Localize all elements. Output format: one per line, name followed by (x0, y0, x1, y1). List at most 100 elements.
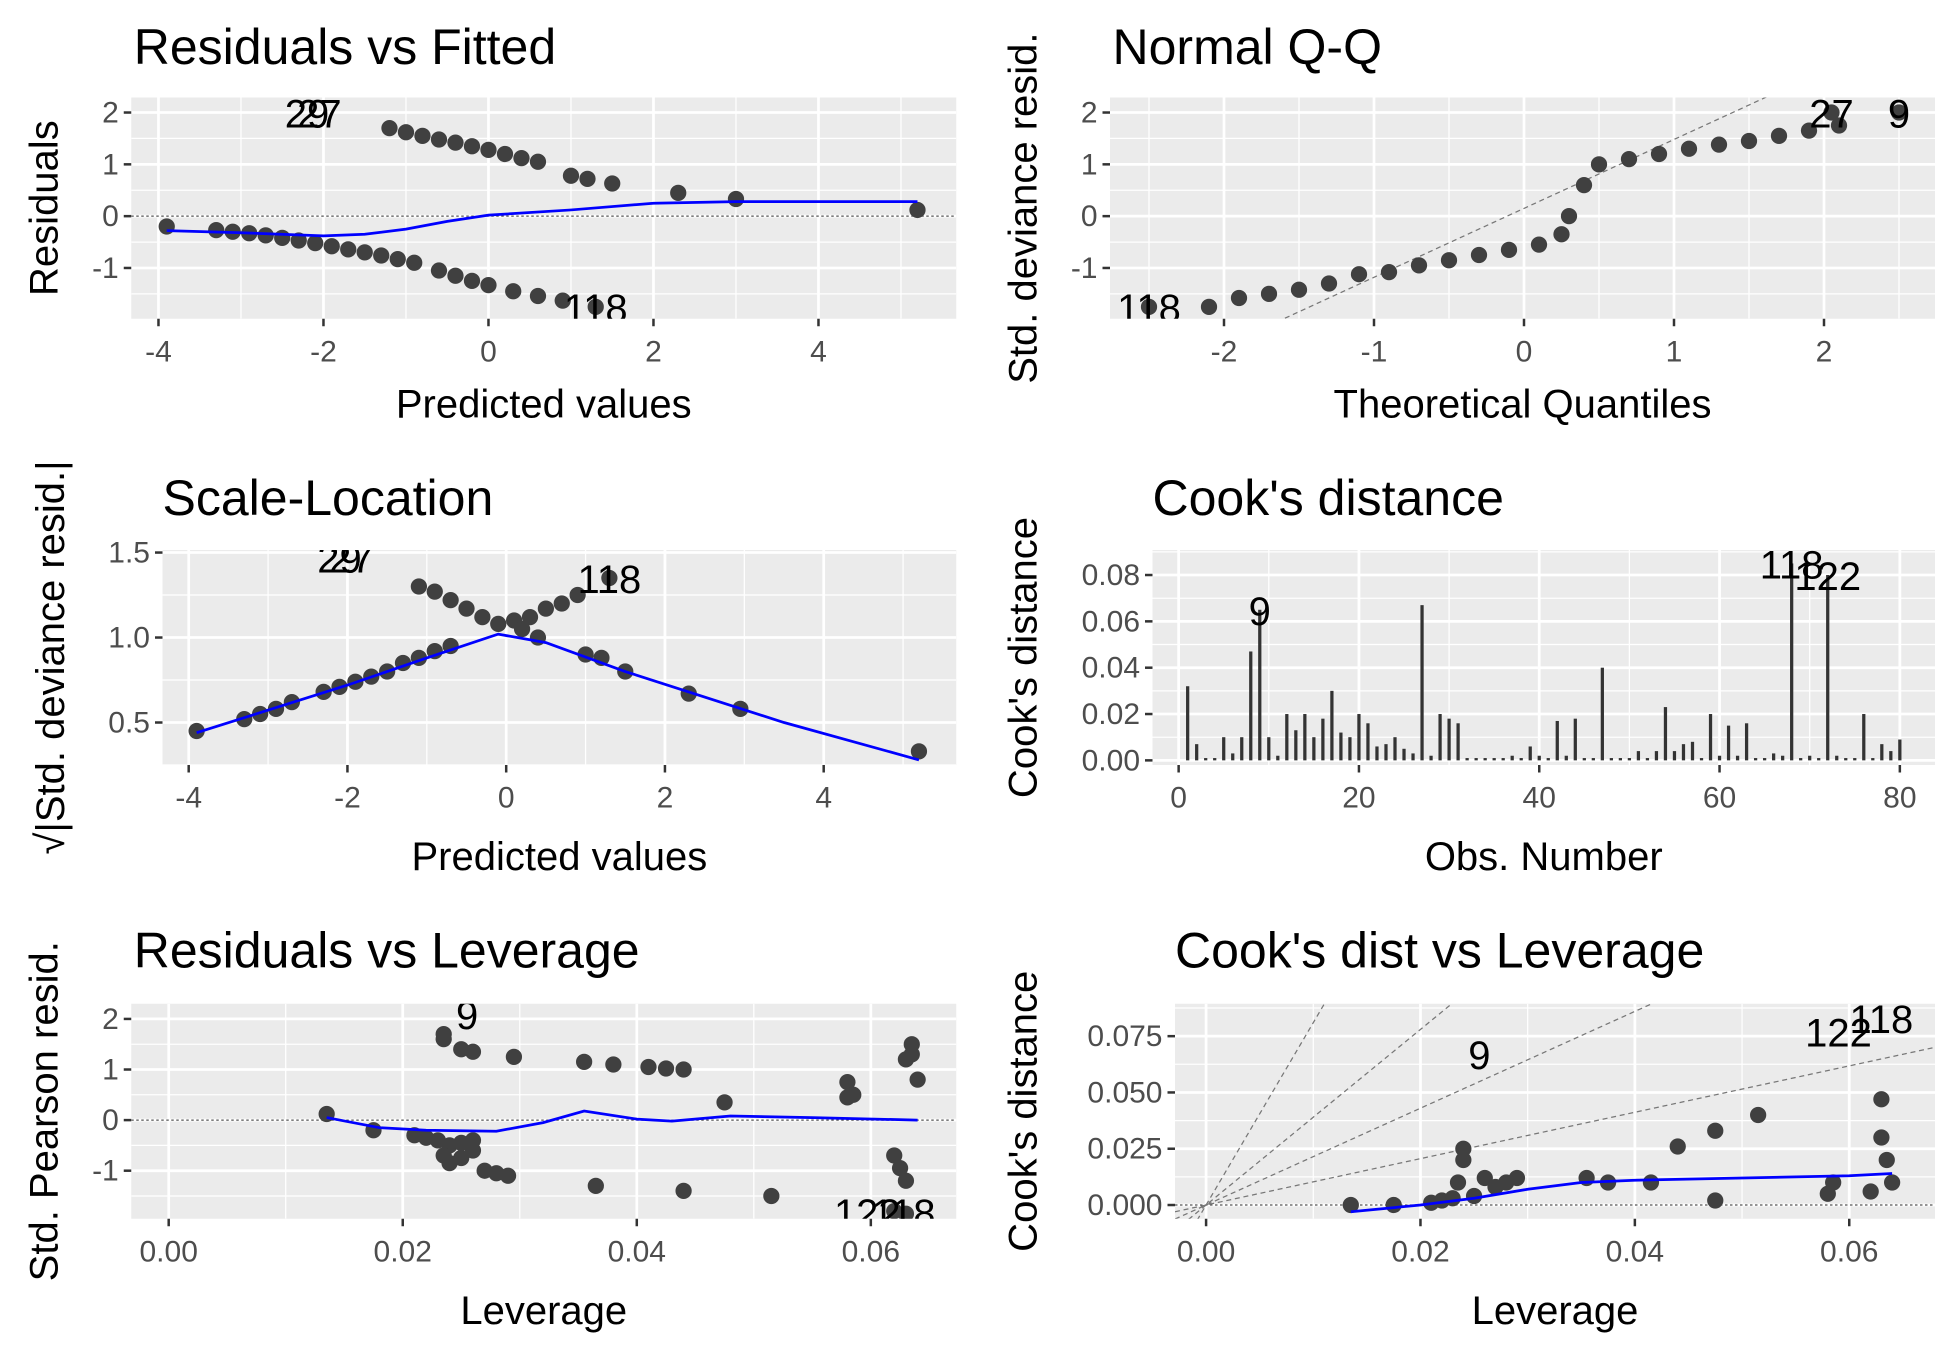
point (1830, 117, 1848, 134)
bar (1321, 718, 1325, 761)
bar (1609, 758, 1613, 761)
x-axis-title: Leverage (460, 1289, 627, 1333)
y-axis-title: Residuals (23, 120, 67, 296)
point (1740, 132, 1758, 150)
point (1350, 266, 1368, 283)
plot-area: 118 27 9 (1110, 97, 1935, 319)
y-tick-label: 2 (102, 97, 119, 130)
y-tick-label: -1 (92, 1155, 119, 1188)
plot-background (131, 1003, 957, 1219)
bar (1573, 718, 1577, 761)
point-label: 118 (564, 287, 628, 331)
y-tick-label: 0.075 (1087, 1020, 1162, 1053)
point-label: 118 (1760, 543, 1824, 587)
bar (1826, 575, 1830, 761)
bar (1519, 758, 1523, 761)
bar (1195, 744, 1199, 761)
point (158, 218, 175, 235)
bar (1330, 690, 1334, 761)
point-label: 122 (834, 1192, 901, 1236)
point (458, 600, 475, 617)
point (1873, 1129, 1890, 1146)
point (554, 292, 571, 309)
bar (1591, 758, 1595, 761)
smooth-line (166, 200, 918, 238)
point-label: 9 (1468, 1034, 1490, 1078)
y-tick-label: -1 (92, 252, 119, 285)
point (1560, 208, 1578, 225)
bar (1456, 723, 1460, 761)
bar (1312, 737, 1316, 761)
bar (1348, 737, 1352, 761)
point (1449, 1174, 1467, 1191)
chart-title: Scale-Location (163, 470, 494, 526)
bar (1213, 758, 1217, 761)
y-tick-label: 0.00 (1082, 744, 1140, 777)
x-axis-title: Predicted values (412, 835, 708, 879)
point (414, 127, 431, 144)
contour-line (1175, 1046, 1935, 1213)
point (1642, 1174, 1660, 1191)
point (435, 1031, 452, 1048)
point (1873, 1091, 1890, 1108)
point (1890, 104, 1908, 121)
bar (1240, 737, 1244, 761)
point-label: 122 (1805, 1012, 1872, 1056)
point (1230, 289, 1248, 307)
point (274, 229, 291, 247)
bar (1258, 609, 1262, 761)
bar (1889, 751, 1893, 761)
bar (1817, 758, 1821, 761)
point (716, 1094, 733, 1111)
bar (1402, 748, 1406, 761)
bar (1339, 732, 1343, 761)
y-tick-label: 1.5 (108, 537, 150, 570)
bar (1294, 730, 1298, 761)
point (886, 1147, 903, 1164)
bar (1267, 737, 1271, 761)
point (537, 600, 555, 617)
point-label: 118 (1850, 998, 1914, 1042)
point (675, 1182, 692, 1200)
point (464, 1142, 482, 1159)
bar (1249, 651, 1253, 761)
y-tick-label: 0.025 (1087, 1133, 1162, 1166)
bar (1231, 753, 1235, 761)
point (1476, 1169, 1493, 1187)
point (496, 145, 514, 163)
bar (1772, 753, 1776, 761)
x-tick-label: 2 (645, 335, 662, 368)
bar (1790, 563, 1794, 761)
point (1470, 246, 1488, 264)
point (897, 1205, 915, 1219)
x-axis-title: Predicted values (396, 383, 692, 427)
y-tick-label: 0 (1081, 200, 1098, 233)
point (1500, 241, 1518, 258)
chart-title: Cook's distance (1153, 470, 1504, 526)
bar (1744, 723, 1749, 761)
point (499, 1167, 517, 1184)
bar (1492, 758, 1496, 761)
x-tick-label: 40 (1523, 782, 1556, 815)
bar (1429, 755, 1433, 761)
point (490, 615, 507, 633)
point (529, 287, 547, 305)
bar (1654, 751, 1659, 761)
bar (1564, 755, 1568, 761)
x-tick-label: 0.02 (374, 1235, 432, 1268)
x-axis-title: Theoretical Quantiles (1334, 383, 1712, 427)
x-tick-label: 2 (1816, 335, 1833, 368)
point (397, 124, 415, 141)
y-tick-label: 2 (102, 1003, 119, 1036)
point (257, 227, 274, 244)
point-label: 118 (577, 558, 641, 602)
point (909, 1071, 926, 1088)
bar (1411, 753, 1415, 761)
bar (1582, 758, 1586, 761)
bar (1357, 714, 1361, 761)
